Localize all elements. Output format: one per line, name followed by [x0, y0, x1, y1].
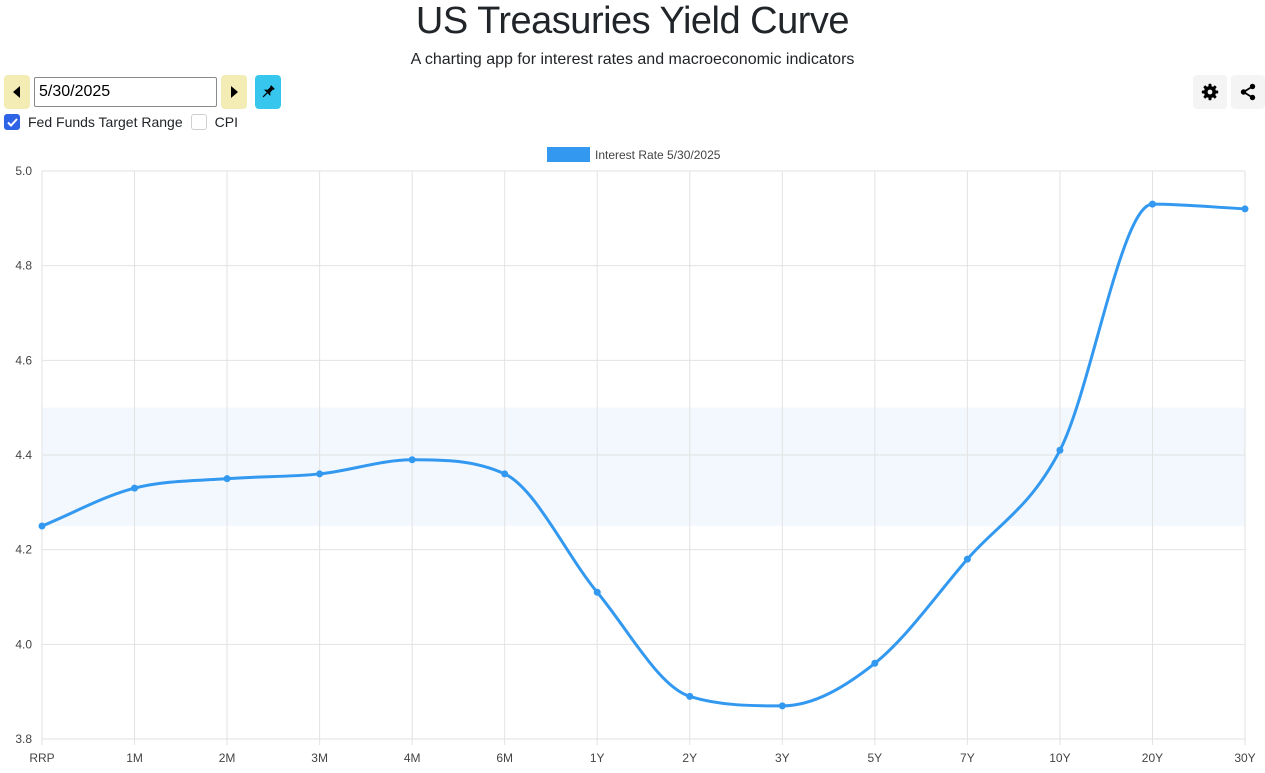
checkmark-icon: [6, 117, 18, 127]
data-point: [501, 470, 509, 478]
x-tick-label: 20Y: [1142, 751, 1163, 765]
overlay-options: Fed Funds Target Range CPI: [4, 113, 238, 131]
y-tick-label: 4.2: [15, 543, 32, 557]
cpi-checkbox[interactable]: [190, 114, 207, 130]
y-tick-label: 4.8: [15, 259, 32, 273]
y-tick-label: 3.8: [15, 732, 32, 746]
x-tick-label: 10Y: [1049, 751, 1070, 765]
data-point: [408, 456, 416, 464]
x-tick-label: 3Y: [775, 751, 790, 765]
fed-funds-toggle[interactable]: Fed Funds Target Range: [4, 114, 183, 130]
pin-icon: [262, 85, 275, 98]
data-point: [686, 692, 694, 700]
data-point: [963, 555, 971, 563]
x-tick-label: 7Y: [960, 751, 975, 765]
page-title: US Treasuries Yield Curve: [415, 0, 850, 42]
data-point: [871, 659, 879, 667]
x-tick-label: RRP: [29, 751, 54, 765]
x-tick-label: 1M: [126, 751, 143, 765]
series-line: [41, 202, 1246, 708]
date-controls: [4, 75, 281, 109]
x-tick-label: 2Y: [682, 751, 697, 765]
data-point: [778, 702, 786, 710]
y-tick-label: 5.0: [15, 164, 32, 178]
fed-funds-label: Fed Funds Target Range: [28, 114, 183, 130]
share-button[interactable]: [1231, 75, 1265, 109]
x-tick-label: 6M: [496, 751, 513, 765]
data-point: [223, 475, 231, 483]
fed-funds-checkbox[interactable]: [4, 114, 20, 130]
y-tick-label: 4.0: [15, 637, 32, 651]
x-tick-label: 3M: [311, 751, 328, 765]
next-date-button[interactable]: [221, 75, 247, 109]
legend-swatch: [547, 147, 590, 162]
cpi-label: CPI: [214, 114, 238, 130]
toolbar-right: [1193, 75, 1265, 109]
data-point: [593, 588, 601, 596]
legend-label: Interest Rate 5/30/2025: [595, 148, 721, 162]
page-subtitle: A charting app for interest rates and ma…: [410, 51, 855, 68]
y-tick-label: 4.6: [15, 353, 32, 367]
settings-button[interactable]: [1193, 75, 1227, 109]
data-point: [38, 522, 46, 530]
data-point: [131, 484, 139, 492]
x-tick-label: 4M: [404, 751, 421, 765]
x-tick-label: 1Y: [590, 751, 605, 765]
x-tick-label: 5Y: [868, 751, 883, 765]
caret-right-icon: [231, 86, 238, 98]
data-point: [1056, 446, 1064, 454]
date-input[interactable]: [34, 77, 217, 107]
data-point: [1241, 205, 1249, 213]
fed-funds-band: [42, 407, 1245, 526]
share-icon: [1240, 83, 1256, 101]
yield-curve-chart: 3.8 4.0 4.2 4.4 4.6 4.8 5.0 RRP 1M 2M 3M 4M 6M 1Y 2Y 3Y…: [15, 147, 1256, 765]
y-tick-label: 4.4: [15, 448, 32, 462]
x-tick-label: 30Y: [1234, 751, 1255, 765]
data-point: [1148, 200, 1156, 208]
data-point: [316, 470, 324, 478]
cpi-toggle[interactable]: CPI: [190, 114, 238, 130]
caret-left-icon: [13, 86, 20, 98]
previous-date-button[interactable]: [4, 75, 30, 109]
x-tick-label: 2M: [219, 751, 236, 765]
pin-button[interactable]: [255, 75, 281, 109]
gear-icon: [1201, 83, 1219, 101]
